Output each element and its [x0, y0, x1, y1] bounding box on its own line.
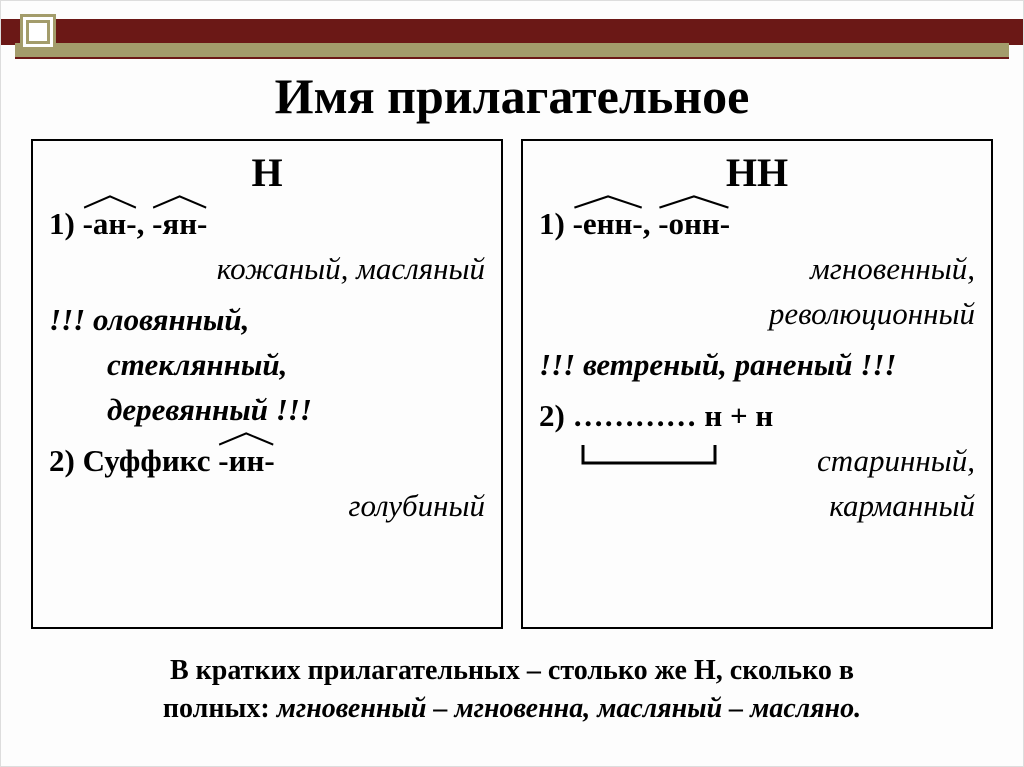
root-mark-icon [579, 439, 719, 484]
suffix-an: -ан- [83, 202, 137, 247]
suffix-in: -ин- [218, 439, 274, 484]
right-r4-a: 2) [539, 398, 573, 433]
bottom-l2b: мгновенный – мгновенна, масляный – масля… [277, 693, 861, 724]
right-ex-1b: революционный [539, 292, 975, 337]
right-morpheme-row: старинный, [539, 439, 975, 484]
right-r1-num: 1) [539, 206, 573, 241]
right-rule-2: 2) ………… н + н [539, 394, 975, 439]
col-n-header: Н [49, 149, 485, 196]
suffix-yan: -ян- [152, 202, 207, 247]
left-exc-2: стеклянный, [49, 343, 485, 388]
left-r4-a: 2) Суффикс [49, 443, 218, 478]
bottom-l1: В кратких прилагательных – столько же Н,… [170, 655, 854, 686]
left-r1-num: 1) [49, 206, 83, 241]
right-exc: !!! ветреный, раненый !!! [539, 343, 975, 388]
suffix-onn: -онн- [658, 202, 730, 247]
right-ex-2b: карманный [539, 484, 975, 529]
right-r1-sep: , [643, 206, 659, 241]
left-r1-sep: , [137, 206, 153, 241]
right-ex-1a: мгновенный, [539, 247, 975, 292]
column-n: Н 1) -ан-, -ян- кожаный, масляный !!! ол… [31, 139, 503, 629]
left-rule-1: 1) -ан-, -ян- [49, 202, 485, 247]
left-ex-2: голубиный [49, 484, 485, 529]
column-nn: НН 1) -енн-, -онн- мгновенный, революцио… [521, 139, 993, 629]
right-r4-b: н + н [697, 398, 774, 433]
top-bar [15, 41, 1009, 59]
left-exc-3: деревянный !!! [49, 388, 485, 433]
right-r4-dots: ………… [573, 398, 697, 433]
suffix-enn: -енн- [573, 202, 643, 247]
slide: Имя прилагательное Н 1) -ан-, -ян- кожан… [0, 0, 1024, 767]
left-rule-2: 2) Суффикс -ин- [49, 439, 485, 484]
columns-wrap: Н 1) -ан-, -ян- кожаный, масляный !!! ол… [31, 139, 993, 629]
bottom-l2a: полных: [163, 693, 277, 724]
left-ex-1: кожаный, масляный [49, 247, 485, 292]
col-nn-header: НН [539, 149, 975, 196]
corner-square-icon [20, 14, 56, 50]
right-rule-1: 1) -енн-, -онн- [539, 202, 975, 247]
bottom-note: В кратких прилагательных – столько же Н,… [51, 652, 973, 728]
left-exc-1: !!! оловянный, [49, 298, 485, 343]
right-ex-2a: старинный, [817, 443, 975, 478]
page-title: Имя прилагательное [1, 67, 1023, 125]
